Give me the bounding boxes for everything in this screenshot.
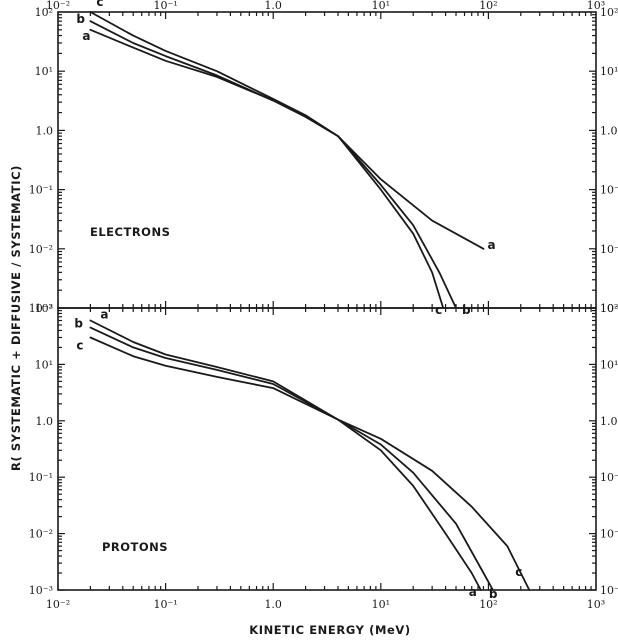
y-axis-title: R( SYSTEMATIC + DIFFUSIVE / SYSTEMATIC) xyxy=(9,165,23,471)
protons-panel-frame xyxy=(57,307,597,591)
curve-b-electrons xyxy=(89,20,457,309)
curve-tag-start: b xyxy=(74,317,83,331)
x-tick-label-top: 10⁻² xyxy=(46,0,70,12)
curve-tag-end: a xyxy=(469,585,477,599)
y-tick-label-right: 10⁻² xyxy=(600,243,618,256)
curve-a-electrons xyxy=(89,28,485,250)
protons-panel-label: PROTONS xyxy=(102,540,168,554)
axis-tick-labels: 10⁻²10⁻²10⁻¹10⁻¹1.01.010¹10¹10²10²10³10³… xyxy=(29,0,618,611)
y-tick-label-right: 10⁻³ xyxy=(600,302,618,315)
y-tick-label-right: 10⁻¹ xyxy=(600,471,618,484)
y-tick-label-right: 10⁻² xyxy=(600,528,618,541)
curve-c-protons xyxy=(89,336,531,591)
y-tick-label-left: 1.0 xyxy=(36,124,54,137)
x-tick-label-top: 10² xyxy=(479,0,497,12)
electrons-panel-label: ELECTRONS xyxy=(90,225,170,239)
y-tick-label-right: 10⁻¹ xyxy=(600,184,618,197)
y-tick-label-left: 10¹ xyxy=(35,358,53,371)
y-tick-label-left: 10⁻² xyxy=(29,528,53,541)
curve-tag-end: b xyxy=(489,587,498,601)
curve-c-electrons xyxy=(89,11,445,309)
curve-tag-end: c xyxy=(435,303,442,317)
y-tick-label-left: 10⁻³ xyxy=(29,584,53,597)
x-tick-label-bottom: 10¹ xyxy=(372,598,390,611)
curve-tag-end: b xyxy=(462,303,471,317)
y-tick-label-left: 10⁻³ xyxy=(29,302,53,315)
y-tick-label-left: 10⁻² xyxy=(29,243,53,256)
y-tick-label-right: 10¹ xyxy=(600,358,618,371)
curve-tag-start: c xyxy=(96,0,103,9)
x-tick-label-top: 10⁻¹ xyxy=(153,0,177,12)
y-tick-label-left: 10⁻¹ xyxy=(29,471,53,484)
x-tick-label-top: 1.0 xyxy=(264,0,282,12)
curve-tag-start: b xyxy=(76,12,85,26)
y-tick-label-left: 10² xyxy=(35,302,53,315)
y-tick-label-left: 1.0 xyxy=(36,415,54,428)
curve-tag-end: c xyxy=(515,565,522,579)
y-tick-label-left: 10² xyxy=(35,6,53,19)
y-tick-label-right: 10⁻³ xyxy=(600,584,618,597)
x-tick-label-top: 10¹ xyxy=(372,0,390,12)
axis-ticks xyxy=(57,12,596,591)
curves xyxy=(89,11,531,591)
y-tick-label-right: 10² xyxy=(600,6,618,19)
x-tick-label-bottom: 1.0 xyxy=(264,598,282,611)
y-tick-label-right: 1.0 xyxy=(600,124,618,137)
x-tick-label-bottom: 10⁻¹ xyxy=(153,598,177,611)
y-tick-label-right: 1.0 xyxy=(600,415,618,428)
x-tick-label-bottom: 10³ xyxy=(587,598,605,611)
curve-tag-start: a xyxy=(100,308,108,322)
x-tick-label-top: 10³ xyxy=(587,0,605,12)
y-tick-label-left: 10¹ xyxy=(35,65,53,78)
y-tick-label-right: 10¹ xyxy=(600,65,618,78)
y-tick-label-left: 10⁻¹ xyxy=(29,184,53,197)
y-tick-label-right: 10² xyxy=(600,302,618,315)
x-tick-label-bottom: 10² xyxy=(479,598,497,611)
curve-tag-start: c xyxy=(76,338,83,352)
x-axis-title: KINETIC ENERGY (MeV) xyxy=(249,623,411,637)
x-tick-label-bottom: 10⁻² xyxy=(46,598,70,611)
curve-tag-start: a xyxy=(82,29,90,43)
electrons-panel-frame xyxy=(57,11,597,309)
curve-tag-end: a xyxy=(487,238,495,252)
